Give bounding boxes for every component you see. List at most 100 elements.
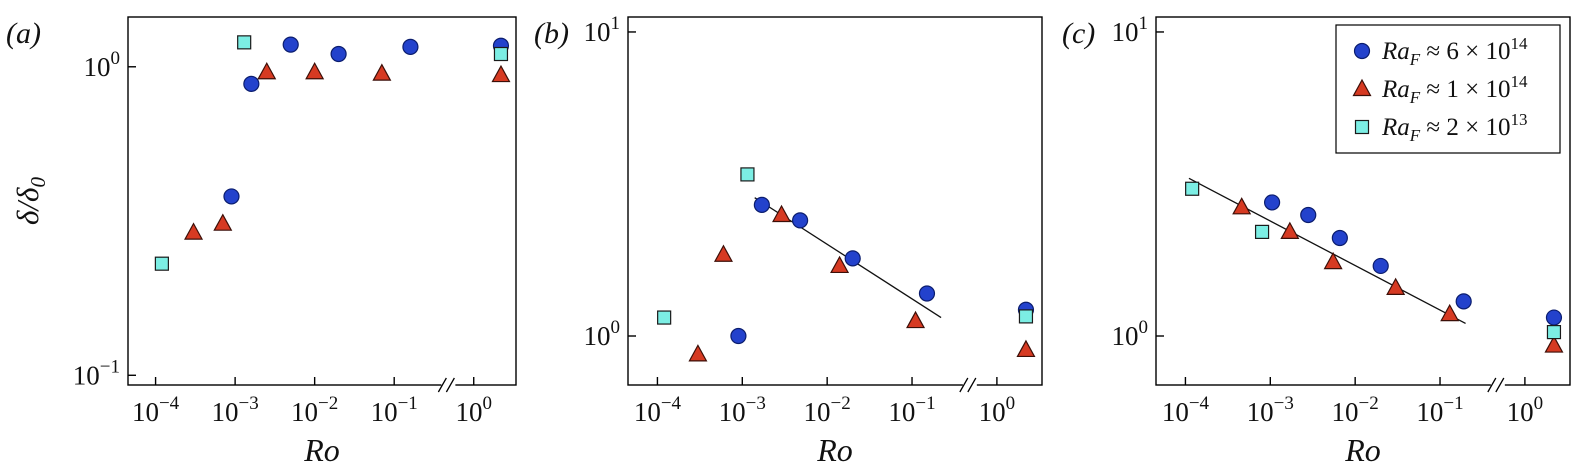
data-point-circle xyxy=(753,196,770,213)
data-point-square xyxy=(1546,325,1562,340)
data-point-triangle xyxy=(1323,251,1343,270)
data-point-triangle xyxy=(213,213,233,231)
data-point-triangle xyxy=(713,244,733,262)
panel-label: (b) xyxy=(534,17,569,50)
x-tick-label: 10−3 xyxy=(719,393,766,427)
data-point-triangle xyxy=(1440,303,1460,322)
data-point-triangle xyxy=(1544,335,1564,353)
axis-break-mark xyxy=(967,377,977,393)
x-tick-label: 100 xyxy=(455,393,492,427)
x-axis-label: Ro xyxy=(1344,432,1381,468)
data-point-triangle xyxy=(688,344,708,362)
data-point-square xyxy=(237,35,252,50)
data-point-circle xyxy=(1372,257,1389,275)
legend-box xyxy=(1335,24,1561,154)
data-point-circle xyxy=(243,75,260,93)
fit-line xyxy=(1188,177,1466,324)
y-tick-label: 100 xyxy=(584,317,621,351)
x-tick-label: 10−2 xyxy=(804,393,851,427)
axis-break-mark xyxy=(437,377,447,393)
series-triangle xyxy=(1232,197,1564,353)
axes-frame xyxy=(1155,16,1571,386)
y-tick-label: 101 xyxy=(584,13,621,47)
data-point-circle xyxy=(844,250,861,267)
x-tick-label: 10−4 xyxy=(132,393,180,427)
legend-label: RaF ≈ 1 × 1014 xyxy=(1381,72,1528,107)
panel-label: (c) xyxy=(1062,17,1095,50)
data-point-triangle xyxy=(372,63,392,81)
x-tick-label: 10−4 xyxy=(634,393,682,427)
data-point-circle xyxy=(330,45,347,63)
data-point-square xyxy=(1354,119,1370,135)
data-point-circle xyxy=(1331,229,1348,247)
x-tick-label: 10−3 xyxy=(212,393,259,427)
series-square xyxy=(1185,181,1562,340)
data-point-circle xyxy=(1455,293,1472,310)
x-axis-label: Ro xyxy=(303,432,340,468)
data-point-square xyxy=(154,256,169,271)
panel-c-chart: 10−4 10−3 10−2 10−1 100 100 101 Ro (c) RaF ≈ 6 × … xyxy=(1062,13,1571,468)
series-triangle xyxy=(184,62,511,240)
series-square xyxy=(154,35,509,271)
data-point-square xyxy=(1185,181,1200,196)
series-circle xyxy=(730,196,1035,345)
x-tick-label: 10−1 xyxy=(371,393,418,427)
data-point-circle xyxy=(1353,42,1371,60)
data-point-square xyxy=(740,167,755,182)
data-point-triangle xyxy=(305,62,325,80)
x-tick-label: 10−2 xyxy=(291,393,338,427)
x-tick-label: 10−1 xyxy=(1416,393,1463,427)
series-circle xyxy=(1263,194,1563,326)
data-point-circle xyxy=(1300,206,1317,224)
panel-a-chart: 10−4 10−3 10−2 10−1 100 10−1 100 Ro δ/δ0 (a) xyxy=(6,16,517,468)
y-tick-label: 101 xyxy=(1112,13,1149,47)
legend-label: RaF ≈ 2 × 1013 xyxy=(1381,110,1528,145)
axis-break-mark xyxy=(1495,377,1505,393)
data-point-triangle xyxy=(1232,197,1252,215)
data-point-circle xyxy=(282,36,299,53)
x-tick-label: 100 xyxy=(979,393,1016,427)
y-tick-label: 100 xyxy=(84,48,121,82)
data-point-square xyxy=(657,310,672,325)
series-triangle xyxy=(688,204,1036,362)
data-point-triangle xyxy=(257,62,277,80)
x-tick-label: 10−1 xyxy=(888,393,935,427)
panel-label: (a) xyxy=(6,17,41,50)
data-point-circle xyxy=(918,285,936,302)
x-tick-label: 100 xyxy=(1507,393,1544,427)
legend-label: RaF ≈ 6 × 1014 xyxy=(1381,34,1528,69)
data-point-square xyxy=(1018,309,1034,324)
data-point-triangle xyxy=(1352,78,1372,97)
data-point-circle xyxy=(730,327,747,345)
x-tick-label: 10−3 xyxy=(1247,393,1294,427)
data-point-triangle xyxy=(906,310,926,329)
data-point-square xyxy=(1254,224,1270,239)
data-point-triangle xyxy=(1386,277,1406,295)
data-point-circle xyxy=(792,212,809,229)
y-axis-label: δ/δ0 xyxy=(10,177,50,225)
data-point-triangle xyxy=(184,222,204,240)
y-tick-label: 10−1 xyxy=(73,356,120,390)
x-axis-label: Ro xyxy=(816,432,853,468)
data-point-triangle xyxy=(830,255,850,274)
axis-break-mark xyxy=(1487,377,1497,393)
axes-frame xyxy=(127,16,517,386)
series-circle xyxy=(223,36,510,205)
data-point-circle xyxy=(1263,194,1281,211)
y-tick-label: 100 xyxy=(1112,317,1149,351)
series-square xyxy=(657,167,1034,325)
panel-b-chart: 10−4 10−3 10−2 10−1 100 100 101 Ro (b) xyxy=(534,13,1043,468)
data-point-triangle xyxy=(491,64,511,83)
axis-break-mark xyxy=(959,377,969,393)
data-point-circle xyxy=(1545,309,1563,326)
x-tick-label: 10−4 xyxy=(1162,393,1210,427)
data-point-triangle xyxy=(772,204,792,223)
data-point-triangle xyxy=(1280,221,1300,239)
data-point-circle xyxy=(223,188,240,205)
axes-frame xyxy=(627,16,1043,386)
data-point-square xyxy=(493,46,509,62)
data-point-circle xyxy=(402,38,419,55)
axis-break-mark xyxy=(445,377,455,393)
